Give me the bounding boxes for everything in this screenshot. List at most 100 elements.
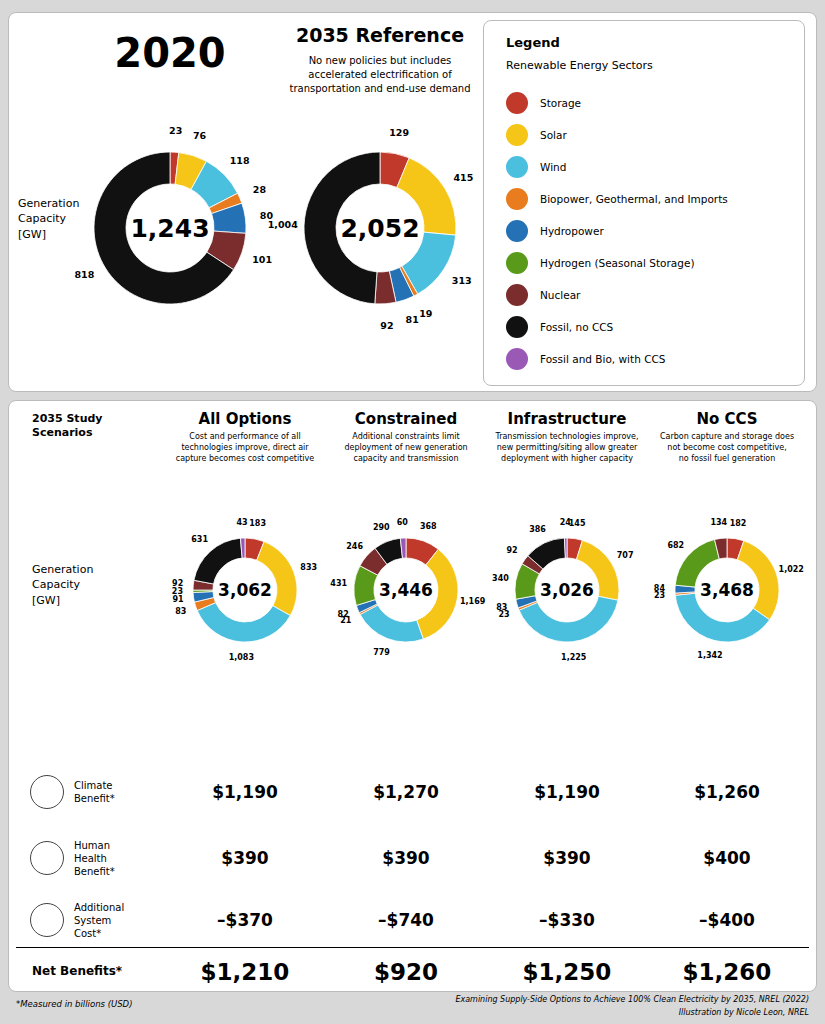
svg-text:129: 129	[389, 127, 409, 138]
html-text:All Options: All Options	[198, 410, 292, 428]
svg-text:779: 779	[373, 648, 390, 657]
svg-text:1,004: 1,004	[268, 219, 298, 230]
html-text:–$740: –$740	[378, 910, 434, 930]
html-text:$1,270: $1,270	[373, 782, 439, 802]
html-text:Human Health Benefit*: Human Health Benefit*	[74, 839, 115, 877]
svg-text:415: 415	[453, 172, 473, 183]
html-text:–$400: –$400	[699, 910, 755, 930]
svg-text:83: 83	[496, 603, 507, 612]
svg-text:368: 368	[420, 522, 437, 531]
html-text:$920: $920	[374, 959, 438, 985]
svg-text:82: 82	[338, 610, 349, 619]
svg-text:313: 313	[452, 275, 472, 286]
svg-text:431: 431	[330, 579, 347, 588]
svg-text:92: 92	[507, 546, 518, 555]
html-text:$1,190: $1,190	[534, 782, 600, 802]
html-text:Wind: Wind	[540, 161, 567, 173]
html-text:$1,190: $1,190	[212, 782, 278, 802]
svg-text:91: 91	[173, 595, 185, 604]
html-text:Constrained: Constrained	[354, 410, 458, 428]
html-text:Cost and performance of all te: Cost and performance of all technologies…	[175, 432, 315, 463]
html-text:Net Benefits*: Net Benefits*	[32, 964, 123, 979]
svg-text:23: 23	[172, 587, 183, 596]
html-text:Generation Capacity [GW]: Generation Capacity [GW]	[18, 197, 80, 241]
html-text:$1,260: $1,260	[694, 782, 760, 802]
svg-text:80: 80	[259, 209, 274, 221]
svg-text:1,022: 1,022	[779, 565, 804, 574]
html-text:3,062: 3,062	[218, 580, 272, 600]
html-text:Hydrogen (Seasonal Storage): Hydrogen (Seasonal Storage)	[540, 257, 695, 269]
svg-text:290: 290	[373, 523, 390, 532]
html-text:$390: $390	[543, 848, 591, 868]
html-text:Infrastructure: Infrastructure	[507, 410, 627, 428]
svg-text:134: 134	[710, 518, 727, 527]
html-text:3,446: 3,446	[379, 580, 433, 600]
svg-text:23: 23	[498, 610, 510, 620]
html-text:$390: $390	[221, 848, 269, 868]
html-text:*Measured in billions (USD): *Measured in billions (USD)	[16, 999, 133, 1009]
svg-text:23: 23	[169, 125, 182, 136]
svg-text:1,169: 1,169	[460, 597, 486, 606]
html-text:–$370: –$370	[217, 910, 273, 930]
html-text:3,026: 3,026	[540, 580, 594, 600]
svg-text:84: 84	[654, 584, 666, 593]
svg-text:631: 631	[191, 535, 208, 544]
svg-text:118: 118	[230, 155, 250, 166]
html-text:Additional System Cost*: Additional System Cost*	[74, 901, 125, 939]
html-text:Hydropower: Hydropower	[540, 225, 604, 237]
html-text:No new policies but includes a: No new policies but includes accelerated…	[289, 55, 471, 94]
html-text:$1,210: $1,210	[200, 959, 290, 985]
svg-text:145: 145	[569, 519, 586, 528]
html-text:$400: $400	[703, 848, 751, 868]
html-text:Generation Capacity [GW]: Generation Capacity [GW]	[32, 563, 94, 607]
html-text:–$330: –$330	[539, 910, 595, 930]
svg-text:28: 28	[253, 184, 267, 195]
html-text:2,052: 2,052	[340, 213, 420, 243]
svg-text:19: 19	[419, 308, 432, 319]
html-text:Renewable Energy Sectors: Renewable Energy Sectors	[506, 59, 653, 72]
html-text:2020: 2020	[114, 30, 226, 76]
svg-text:21: 21	[340, 616, 352, 626]
svg-text:81: 81	[406, 314, 419, 325]
svg-text:386: 386	[529, 525, 546, 534]
svg-text:1,225: 1,225	[561, 653, 587, 662]
html-text:3,468: 3,468	[700, 580, 754, 600]
svg-text:707: 707	[617, 551, 634, 560]
svg-text:83: 83	[175, 607, 186, 616]
svg-text:60: 60	[397, 518, 409, 527]
html-text:Biopower, Geothermal, and Impo: Biopower, Geothermal, and Imports	[540, 193, 728, 205]
svg-text:24: 24	[560, 518, 572, 527]
html-text:$1,260: $1,260	[682, 959, 772, 985]
svg-text:92: 92	[380, 320, 393, 331]
html-text:Solar: Solar	[540, 129, 567, 141]
svg-text:101: 101	[252, 254, 272, 265]
html-text:Climate Benefit*: Climate Benefit*	[74, 780, 115, 804]
svg-text:818: 818	[74, 269, 94, 280]
html-text:$1,250: $1,250	[522, 959, 612, 985]
svg-text:340: 340	[492, 574, 509, 583]
svg-text:183: 183	[249, 519, 266, 528]
html-text:Fossil, no CCS: Fossil, no CCS	[540, 321, 614, 333]
svg-text:23: 23	[654, 590, 666, 600]
svg-text:1,342: 1,342	[697, 651, 722, 660]
html-text:1,243: 1,243	[130, 213, 210, 243]
svg-text:43: 43	[236, 518, 247, 527]
html-text:Legend: Legend	[506, 35, 560, 50]
svg-text:1,083: 1,083	[229, 653, 254, 662]
svg-text:76: 76	[193, 130, 207, 141]
html-text:2035 Reference: 2035 Reference	[295, 24, 464, 46]
html-text:$390: $390	[382, 848, 430, 868]
svg-text:92: 92	[172, 579, 183, 588]
svg-text:682: 682	[667, 541, 684, 550]
svg-text:833: 833	[300, 563, 317, 572]
html-text:No CCS: No CCS	[696, 410, 758, 428]
html-text:2035 Study Scenarios: 2035 Study Scenarios	[32, 412, 103, 440]
svg-text:182: 182	[730, 519, 747, 528]
html-text:Nuclear: Nuclear	[540, 289, 581, 301]
html-text:Storage: Storage	[540, 97, 582, 109]
html-text:Transmission technologies impr: Transmission technologies improve, new p…	[495, 432, 639, 463]
html-text:Carbon capture and storage doe: Carbon capture and storage does not beco…	[659, 432, 795, 463]
svg-text:246: 246	[346, 542, 363, 551]
html-text:Fossil and Bio, with CCS: Fossil and Bio, with CCS	[540, 353, 666, 365]
html-text:Additional constraints limit d: Additional constraints limit deployment …	[344, 432, 468, 463]
